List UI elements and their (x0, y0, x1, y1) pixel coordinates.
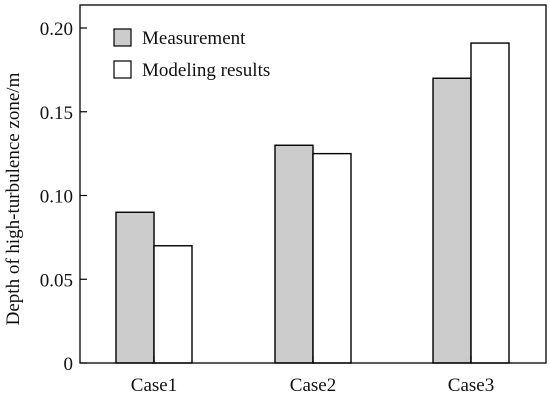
bar-case3-modeling-results (470, 42, 510, 364)
legend: Measurement Modeling results (113, 28, 270, 81)
legend-swatch-measurement (113, 28, 132, 47)
bar-case1-measurement (115, 211, 155, 364)
bar-case3-measurement (432, 77, 472, 364)
bar-case2-modeling-results (312, 152, 352, 364)
legend-label-modeling-results: Modeling results (142, 60, 270, 81)
x-axis: Case1 Case2 Case3 (131, 356, 494, 396)
bar-case1-modeling-results (153, 245, 193, 364)
y-axis: 0 0.05 0.10 0.15 0.20 (40, 19, 87, 375)
x-tick-label-case1: Case1 (131, 375, 177, 396)
y-tick-label: 0.15 (40, 103, 73, 124)
bar-case2-measurement (274, 144, 314, 364)
bars-group (115, 42, 510, 364)
x-tick-label-case2: Case2 (290, 375, 336, 396)
y-tick-label: 0 (64, 354, 74, 375)
y-axis-title: Depth of high-turbulence zone/m (3, 72, 24, 325)
y-tick-label: 0.10 (40, 187, 73, 208)
legend-swatch-modeling-results (113, 60, 132, 79)
y-tick-label: 0.20 (40, 19, 73, 40)
legend-label-measurement: Measurement (142, 28, 246, 49)
y-tick-label: 0.05 (40, 270, 73, 291)
x-tick-label-case3: Case3 (448, 375, 494, 396)
